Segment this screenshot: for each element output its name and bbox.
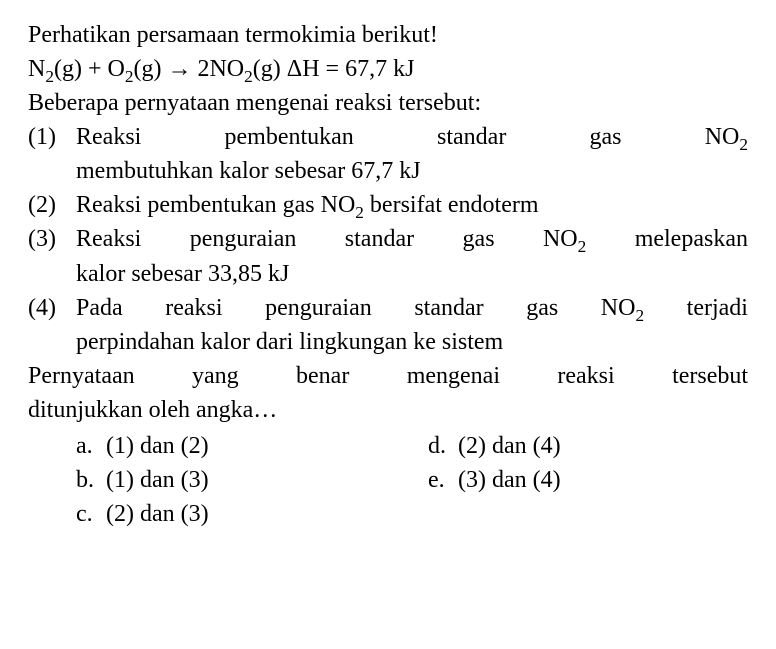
option-row: a. (1) dan (2) d. (2) dan (4) — [76, 429, 748, 463]
option-text: (1) dan (3) — [106, 463, 209, 497]
text: Pada reaksi penguraian standar gas NO2 t… — [76, 295, 748, 321]
word: Reaksi — [76, 124, 141, 150]
word: reaksi — [557, 363, 614, 389]
option-letter: b. — [76, 463, 106, 497]
text: bersifat endoterm — [364, 192, 539, 218]
option-a: a. (1) dan (2) — [76, 429, 428, 463]
word: standar — [437, 124, 506, 150]
lead-text: Beberapa pernyataan mengenai reaksi ters… — [28, 86, 748, 120]
statement-body: Reaksi penguraian standar gas NO2 melepa… — [76, 222, 748, 290]
statement-line: Reaksi penguraian standar gas NO2 melepa… — [76, 222, 748, 256]
statement-2: (2) Reaksi pembentukan gas NO2 bersifat … — [28, 188, 748, 222]
equation: N2(g) + O2(g) → 2NO2(g) ΔH = 67,7 kJ — [28, 52, 748, 86]
statement-line: kalor sebesar 33,85 kJ — [76, 257, 748, 291]
option-row: c. (2) dan (3) — [76, 497, 748, 531]
word: yang — [192, 363, 239, 389]
statement-body: Reaksi pembentukan standar gas NO2 membu… — [76, 120, 748, 188]
statement-num: (4) — [28, 291, 76, 359]
eq-sub: 2 — [244, 67, 253, 86]
option-text: (1) dan (2) — [106, 429, 209, 463]
text: Reaksi pembentukan gas NO — [76, 192, 355, 218]
eq-part: (g) + O — [54, 56, 125, 82]
statement-line: Pada reaksi penguraian standar gas NO2 t… — [76, 291, 748, 325]
word: benar — [296, 363, 349, 389]
statement-body: Reaksi pembentukan gas NO2 bersifat endo… — [76, 188, 748, 222]
option-letter: d. — [428, 429, 458, 463]
statement-num: (2) — [28, 188, 76, 222]
option-text: (2) dan (4) — [458, 429, 561, 463]
option-c: c. (2) dan (3) — [76, 497, 428, 531]
option-letter: a. — [76, 429, 106, 463]
eq-part: (g) ΔH = 67,7 kJ — [253, 56, 415, 82]
option-row: b. (1) dan (3) e. (3) dan (4) — [76, 463, 748, 497]
eq-sub: 2 — [45, 67, 54, 86]
option-text: (2) dan (3) — [106, 497, 209, 531]
word: gas — [590, 124, 622, 150]
statement-num: (3) — [28, 222, 76, 290]
question-line: Pernyataan yang benar mengenai reaksi te… — [28, 359, 748, 393]
intro-text: Perhatikan persamaan termokimia berikut! — [28, 18, 748, 52]
option-letter: c. — [76, 497, 106, 531]
option-text: (3) dan (4) — [458, 463, 561, 497]
question-line: ditunjukkan oleh angka… — [28, 393, 748, 427]
options-block: a. (1) dan (2) d. (2) dan (4) b. (1) dan… — [28, 429, 748, 531]
statement-num: (1) — [28, 120, 76, 188]
option-e: e. (3) dan (4) — [428, 463, 748, 497]
statement-1: (1) Reaksi pembentukan standar gas NO2 m… — [28, 120, 748, 188]
statement-4: (4) Pada reaksi penguraian standar gas N… — [28, 291, 748, 359]
sub: 2 — [355, 203, 364, 222]
option-d: d. (2) dan (4) — [428, 429, 748, 463]
option-b: b. (1) dan (3) — [76, 463, 428, 497]
word: NO2 — [705, 124, 748, 150]
word: pembentukan — [225, 124, 354, 150]
option-letter: e. — [428, 463, 458, 497]
eq-part: (g) → 2NO — [133, 56, 244, 82]
eq-part: N — [28, 56, 45, 82]
statement-line: perpindahan kalor dari lingkungan ke sis… — [76, 325, 748, 359]
statement-3: (3) Reaksi penguraian standar gas NO2 me… — [28, 222, 748, 290]
statement-body: Pada reaksi penguraian standar gas NO2 t… — [76, 291, 748, 359]
statement-line: Reaksi pembentukan standar gas NO2 — [76, 120, 748, 154]
statement-line: membutuhkan kalor sebesar 67,7 kJ — [76, 154, 748, 188]
text: Reaksi penguraian standar gas NO2 melepa… — [76, 226, 748, 252]
word: tersebut — [672, 363, 748, 389]
word: mengenai — [407, 363, 500, 389]
word: Pernyataan — [28, 363, 135, 389]
